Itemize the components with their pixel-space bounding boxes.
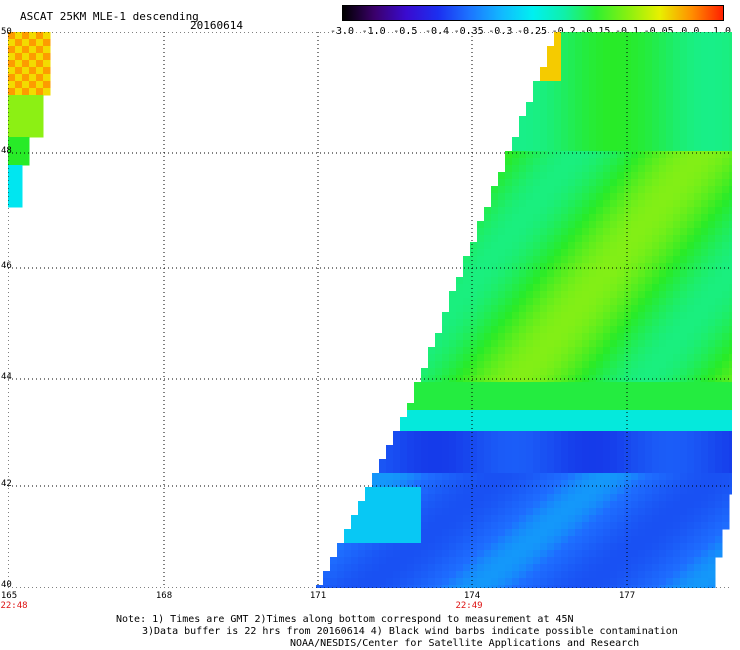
colorbar-label: -0.15 xyxy=(580,26,611,37)
lat-label: 48 xyxy=(1,146,12,156)
lat-label: 42 xyxy=(1,479,12,489)
colorbar-label: -0.2 xyxy=(551,26,576,37)
map-date: 20160614 xyxy=(190,19,243,32)
satellite-swath xyxy=(8,32,732,588)
lon-label: 174 xyxy=(463,591,481,601)
map-title: ASCAT 25KM MLE-1 descending xyxy=(20,10,199,23)
lon-label: 177 xyxy=(618,591,636,601)
lat-lon-grid xyxy=(8,32,732,588)
colorbar-label: -1.0 xyxy=(361,26,386,37)
lon-label: 168 xyxy=(155,591,173,601)
colorbar-gradient xyxy=(343,6,723,20)
note-line: Note: 1) Times are GMT 2)Times along bot… xyxy=(116,614,574,625)
time-label: 22:48 xyxy=(0,601,28,611)
lat-label: 44 xyxy=(1,372,12,382)
colorbar-label: -0.5 xyxy=(393,26,418,37)
colorbar xyxy=(342,5,724,21)
colorbar-label: -0.05 xyxy=(643,26,674,37)
lon-label: 171 xyxy=(309,591,327,601)
lat-label: 40 xyxy=(1,580,12,590)
map-plot-area xyxy=(8,32,732,588)
colorbar-label: 1.0 xyxy=(712,26,732,37)
note-line: 3)Data buffer is 22 hrs from 20160614 4)… xyxy=(142,626,678,637)
lat-label: 46 xyxy=(1,261,12,271)
colorbar-label: -3.0 xyxy=(329,26,355,37)
lon-label: 165 xyxy=(0,591,18,601)
colorbar-label: 0.0 xyxy=(681,26,700,37)
time-label: 22:49 xyxy=(455,601,483,611)
note-line: NOAA/NESDIS/Center for Satellite Applica… xyxy=(290,638,640,649)
colorbar-label: -0.1 xyxy=(614,26,640,37)
lat-label: 50 xyxy=(1,27,12,37)
